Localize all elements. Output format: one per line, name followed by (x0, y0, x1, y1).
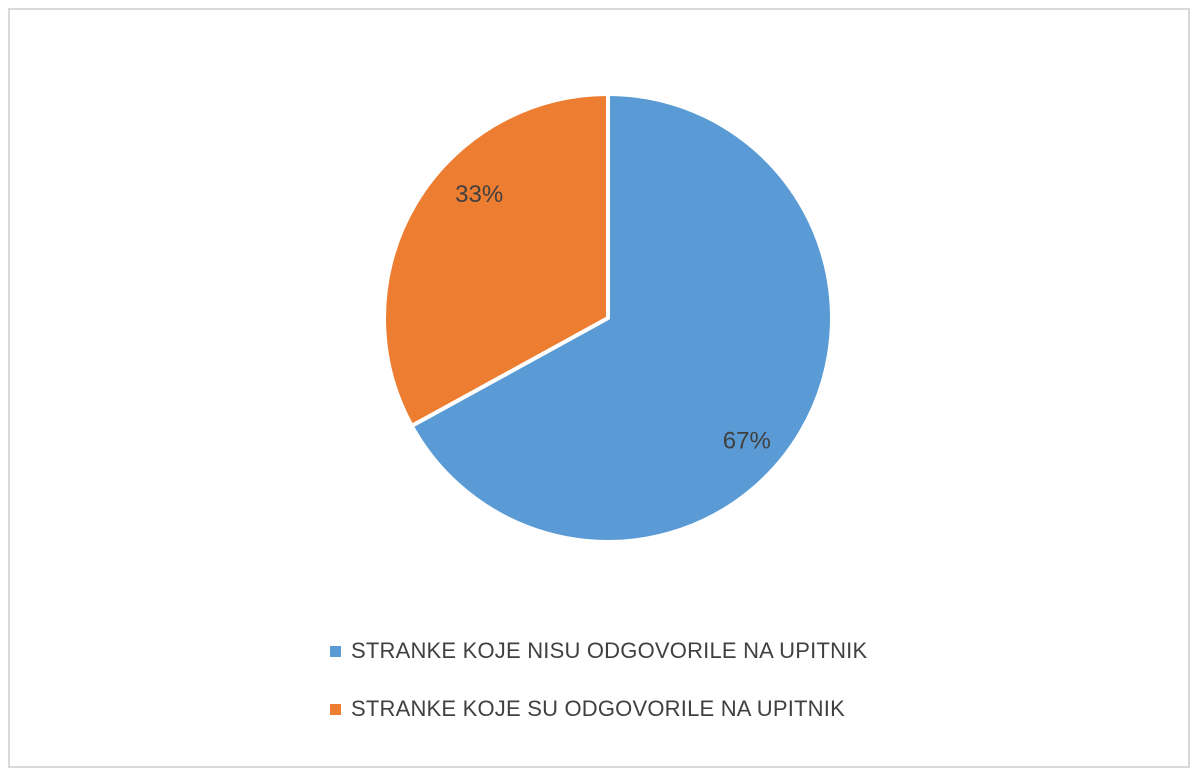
legend-swatch-answered (330, 703, 341, 715)
legend-item-answered: STRANKE KOJE SU ODGOVORILE NA UPITNIK (330, 694, 867, 724)
legend-label-not-answered: STRANKE KOJE NISU ODGOVORILE NA UPITNIK (351, 638, 868, 663)
data-label-not-answered: 67% (723, 427, 771, 454)
chart-area: 67% 33% STRANKE KOJE NISU ODGOVORILE NA U… (8, 8, 1190, 768)
legend-item-not-answered: STRANKE KOJE NISU ODGOVORILE NA UPITNIK (330, 636, 867, 666)
legend-swatch-not-answered (330, 645, 341, 657)
data-label-answered: 33% (455, 181, 503, 208)
legend-label-answered: STRANKE KOJE SU ODGOVORILE NA UPITNIK (351, 696, 845, 721)
legend: STRANKE KOJE NISU ODGOVORILE NA UPITNIK … (330, 636, 867, 752)
slice-not-answered (409, 92, 834, 544)
slice-answered (382, 92, 610, 428)
pie-chart: 67% 33% (382, 92, 834, 544)
